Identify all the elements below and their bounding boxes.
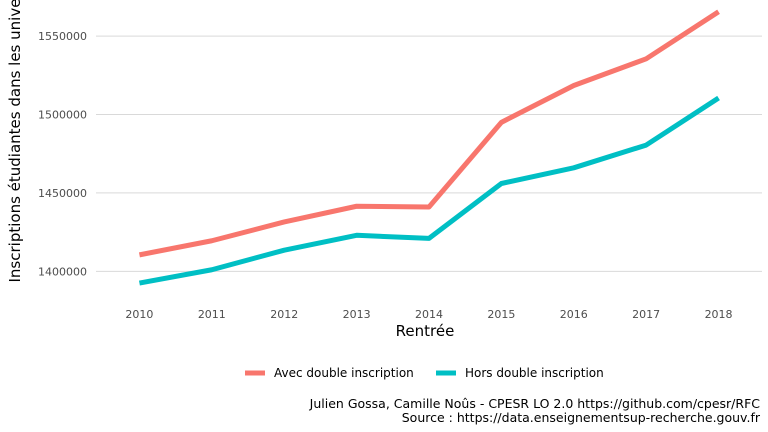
y-axis-title: Inscriptions étudiantes dans les univers… [6,0,24,283]
x-tick-label: 2011 [198,308,226,321]
series-line-2 [138,95,720,286]
y-tick-label: 1550000 [38,30,87,43]
legend: Avec double inscription Hors double inscr… [245,366,604,380]
y-tick-labels: 1400000 1450000 1500000 1550000 [38,30,87,278]
x-tick-labels: 2010 2011 2012 2013 2014 2015 2016 2017 2018 [125,308,732,321]
x-tick-label: 2016 [560,308,588,321]
y-tick-label: 1450000 [38,187,87,200]
y-tick-label: 1400000 [38,265,87,278]
caption-credits: Julien Gossa, Camille Noûs - CPESR LO 2.… [309,396,761,411]
x-axis-title: Rentrée [396,322,455,340]
x-tick-label: 2017 [632,308,660,321]
x-tick-label: 2013 [343,308,371,321]
caption-source: Source : https://data.enseignementsup-re… [402,410,761,425]
gridlines [96,35,762,272]
x-tick-label: 2015 [487,308,515,321]
legend-label-2: Hors double inscription [465,366,604,380]
x-tick-label: 2014 [415,308,443,321]
x-tick-label: 2010 [125,308,153,321]
series-lines [138,9,720,286]
x-tick-label: 2018 [705,308,733,321]
series-line-1 [138,9,720,258]
y-tick-label: 1500000 [38,108,87,121]
legend-label-1: Avec double inscription [274,366,414,380]
x-tick-label: 2012 [270,308,298,321]
